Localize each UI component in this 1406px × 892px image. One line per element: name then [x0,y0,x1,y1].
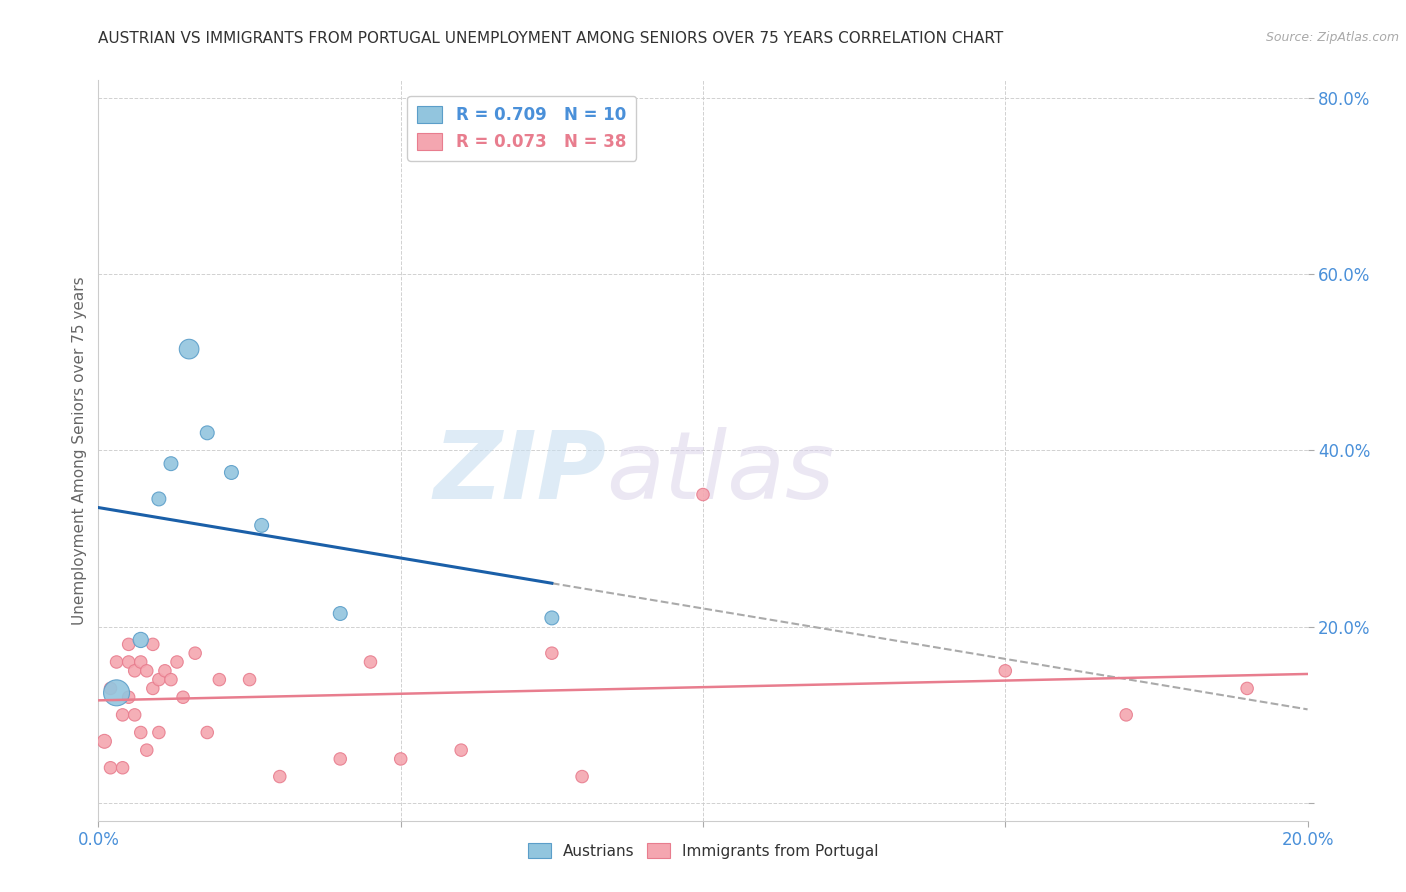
Point [105,655,128,669]
Point [184,646,207,660]
Point [329,752,352,766]
Point [571,770,593,784]
Legend: Austrians, Immigrants from Portugal: Austrians, Immigrants from Portugal [522,837,884,865]
Point [692,487,714,501]
Point [129,632,152,647]
Point [142,637,165,651]
Point [93,734,115,748]
Point [111,761,134,775]
Point [124,707,146,722]
Point [360,655,382,669]
Point [221,466,243,480]
Point [100,761,122,775]
Point [148,491,170,506]
Point [118,690,141,705]
Y-axis label: Unemployment Among Seniors over 75 years: Unemployment Among Seniors over 75 years [72,277,87,624]
Point [1115,707,1137,722]
Point [1236,681,1258,696]
Point [100,681,122,696]
Point [450,743,472,757]
Point [142,681,165,696]
Point [208,673,231,687]
Point [148,725,170,739]
Point [195,725,218,739]
Point [124,664,146,678]
Point [105,686,128,700]
Point [179,342,201,356]
Point [111,707,134,722]
Point [239,673,262,687]
Text: AUSTRIAN VS IMMIGRANTS FROM PORTUGAL UNEMPLOYMENT AMONG SENIORS OVER 75 YEARS CO: AUSTRIAN VS IMMIGRANTS FROM PORTUGAL UNE… [98,31,1004,46]
Text: Source: ZipAtlas.com: Source: ZipAtlas.com [1265,31,1399,45]
Point [540,646,562,660]
Point [129,725,152,739]
Point [129,655,152,669]
Point [389,752,412,766]
Point [540,611,562,625]
Point [153,664,176,678]
Point [195,425,218,440]
Point [172,690,194,705]
Point [166,655,188,669]
Text: ZIP: ZIP [433,426,606,518]
Point [329,607,352,621]
Point [250,518,273,533]
Point [269,770,291,784]
Point [148,673,170,687]
Point [135,743,157,757]
Point [994,664,1017,678]
Point [160,457,183,471]
Point [118,637,141,651]
Point [118,655,141,669]
Point [160,673,183,687]
Point [135,664,157,678]
Text: atlas: atlas [606,427,835,518]
